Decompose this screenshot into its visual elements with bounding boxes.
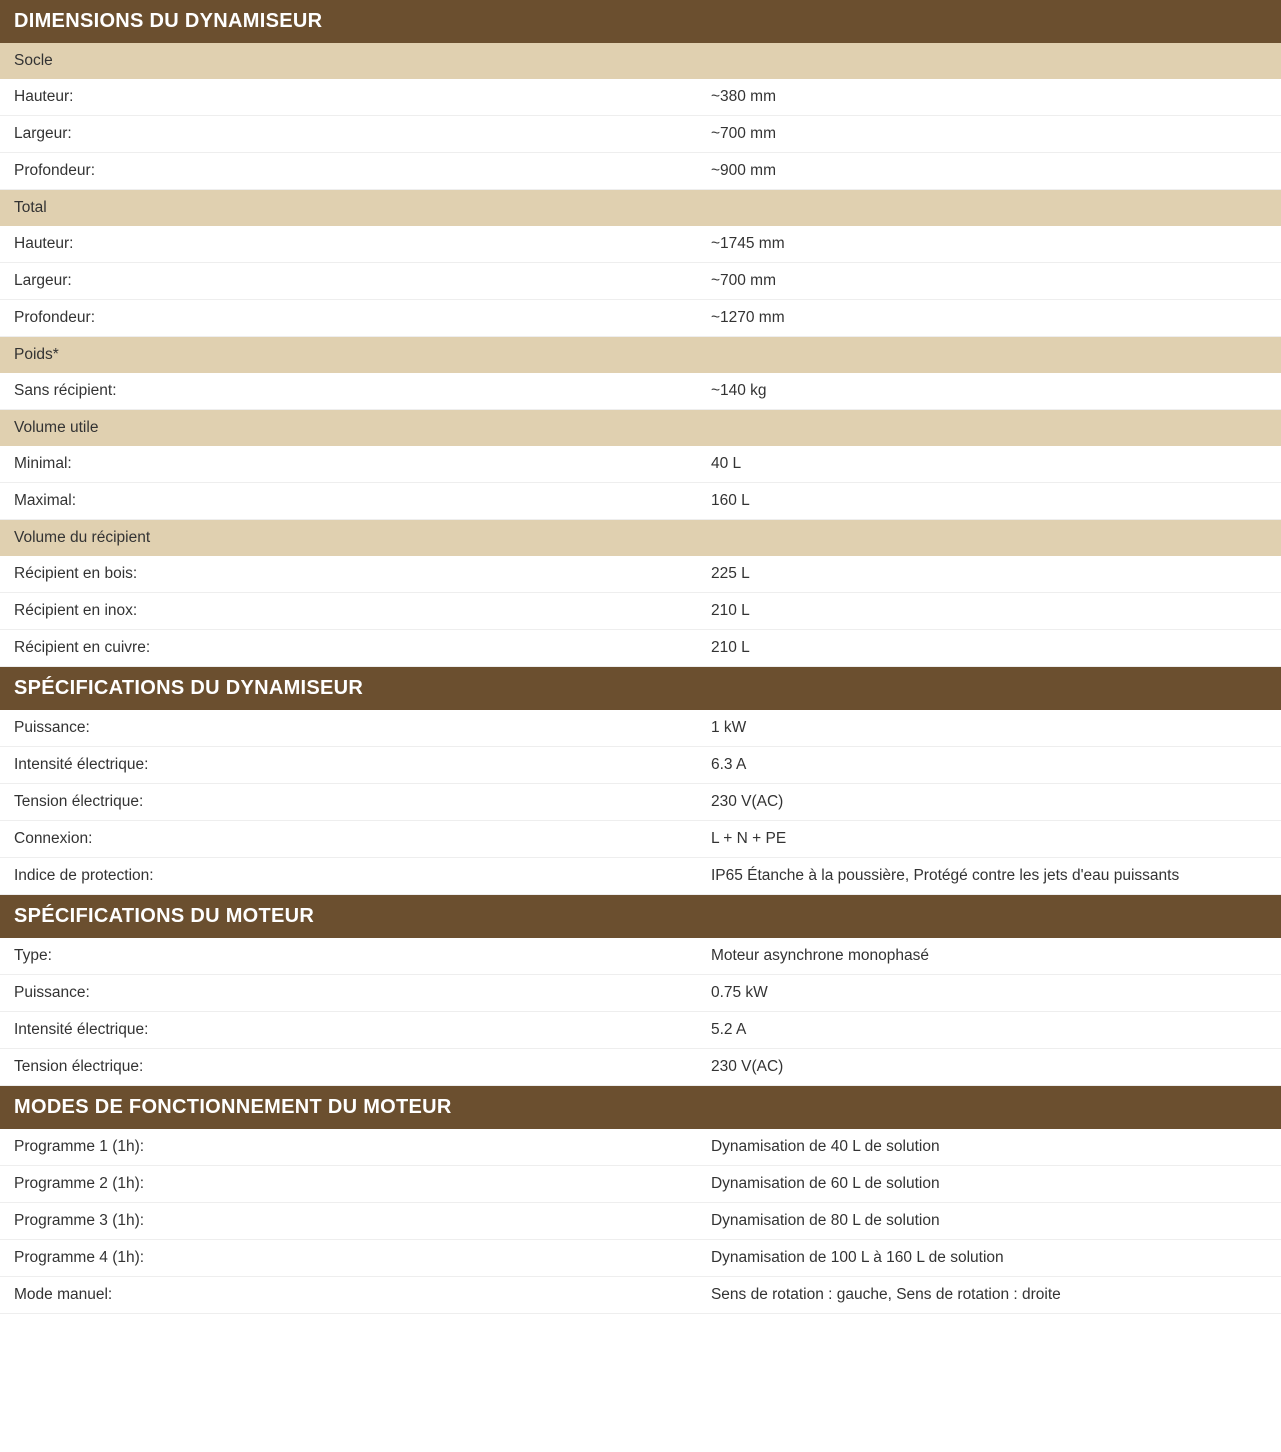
spec-label: Tension électrique: bbox=[0, 784, 711, 820]
spec-label: Largeur: bbox=[0, 263, 711, 299]
spec-label: Tension électrique: bbox=[0, 1049, 711, 1085]
spec-label: Mode manuel: bbox=[0, 1277, 711, 1313]
table-row: Profondeur: ~900 mm bbox=[0, 153, 1281, 190]
spec-value: ~700 mm bbox=[711, 116, 1281, 152]
spec-label: Sans récipient: bbox=[0, 373, 711, 409]
spec-value: 6.3 A bbox=[711, 747, 1281, 783]
spec-value: L + N + PE bbox=[711, 821, 1281, 857]
spec-value: Dynamisation de 80 L de solution bbox=[711, 1203, 1281, 1239]
spec-label: Programme 3 (1h): bbox=[0, 1203, 711, 1239]
spec-label: Largeur: bbox=[0, 116, 711, 152]
spec-label: Puissance: bbox=[0, 710, 711, 746]
spec-label: Hauteur: bbox=[0, 226, 711, 262]
spec-value: IP65 Étanche à la poussière, Protégé con… bbox=[711, 858, 1281, 894]
table-row: Largeur: ~700 mm bbox=[0, 116, 1281, 153]
table-row: Programme 4 (1h): Dynamisation de 100 L … bbox=[0, 1240, 1281, 1277]
spec-label: Minimal: bbox=[0, 446, 711, 482]
spec-value: ~1270 mm bbox=[711, 300, 1281, 336]
spec-label: Puissance: bbox=[0, 975, 711, 1011]
table-row: Puissance: 0.75 kW bbox=[0, 975, 1281, 1012]
spec-value: 210 L bbox=[711, 630, 1281, 666]
table-row: Récipient en bois: 225 L bbox=[0, 556, 1281, 593]
table-row: Maximal: 160 L bbox=[0, 483, 1281, 520]
table-row: Type: Moteur asynchrone monophasé bbox=[0, 938, 1281, 975]
sub-header-poids: Poids* bbox=[0, 337, 1281, 373]
spec-label: Hauteur: bbox=[0, 79, 711, 115]
sub-header-socle: Socle bbox=[0, 43, 1281, 79]
spec-label: Type: bbox=[0, 938, 711, 974]
table-row: Sans récipient: ~140 kg bbox=[0, 373, 1281, 410]
table-row: Puissance: 1 kW bbox=[0, 710, 1281, 747]
spec-label: Indice de protection: bbox=[0, 858, 711, 894]
table-row: Hauteur: ~1745 mm bbox=[0, 226, 1281, 263]
table-row: Récipient en cuivre: 210 L bbox=[0, 630, 1281, 667]
spec-value: Moteur asynchrone monophasé bbox=[711, 938, 1281, 974]
spec-value: 225 L bbox=[711, 556, 1281, 592]
spec-value: 160 L bbox=[711, 483, 1281, 519]
spec-value: 210 L bbox=[711, 593, 1281, 629]
spec-value: 5.2 A bbox=[711, 1012, 1281, 1048]
spec-value: 1 kW bbox=[711, 710, 1281, 746]
spec-value: ~700 mm bbox=[711, 263, 1281, 299]
table-row: Intensité électrique: 6.3 A bbox=[0, 747, 1281, 784]
table-row: Tension électrique: 230 V(AC) bbox=[0, 784, 1281, 821]
sub-header-volume-utile: Volume utile bbox=[0, 410, 1281, 446]
spec-value: 0.75 kW bbox=[711, 975, 1281, 1011]
spec-value: Sens de rotation : gauche, Sens de rotat… bbox=[711, 1277, 1281, 1313]
spec-value: Dynamisation de 60 L de solution bbox=[711, 1166, 1281, 1202]
spec-label: Programme 1 (1h): bbox=[0, 1129, 711, 1165]
table-row: Programme 3 (1h): Dynamisation de 80 L d… bbox=[0, 1203, 1281, 1240]
spec-value: 230 V(AC) bbox=[711, 784, 1281, 820]
table-row: Récipient en inox: 210 L bbox=[0, 593, 1281, 630]
spec-label: Récipient en bois: bbox=[0, 556, 711, 592]
sub-header-volume-recipient: Volume du récipient bbox=[0, 520, 1281, 556]
spec-label: Récipient en cuivre: bbox=[0, 630, 711, 666]
spec-label: Profondeur: bbox=[0, 153, 711, 189]
table-row: Hauteur: ~380 mm bbox=[0, 79, 1281, 116]
section-header-specs-moteur: SPÉCIFICATIONS DU MOTEUR bbox=[0, 895, 1281, 938]
section-header-modes: MODES DE FONCTIONNEMENT DU MOTEUR bbox=[0, 1086, 1281, 1129]
table-row: Largeur: ~700 mm bbox=[0, 263, 1281, 300]
table-row: Programme 1 (1h): Dynamisation de 40 L d… bbox=[0, 1129, 1281, 1166]
table-row: Intensité électrique: 5.2 A bbox=[0, 1012, 1281, 1049]
section-header-specs-dynamiseur: SPÉCIFICATIONS DU DYNAMISEUR bbox=[0, 667, 1281, 710]
spec-value: ~140 kg bbox=[711, 373, 1281, 409]
spec-value: ~380 mm bbox=[711, 79, 1281, 115]
table-row: Profondeur: ~1270 mm bbox=[0, 300, 1281, 337]
table-row: Minimal: 40 L bbox=[0, 446, 1281, 483]
spec-label: Maximal: bbox=[0, 483, 711, 519]
spec-value: 230 V(AC) bbox=[711, 1049, 1281, 1085]
spec-label: Connexion: bbox=[0, 821, 711, 857]
table-row: Tension électrique: 230 V(AC) bbox=[0, 1049, 1281, 1086]
table-row: Mode manuel: Sens de rotation : gauche, … bbox=[0, 1277, 1281, 1314]
spec-value: ~1745 mm bbox=[711, 226, 1281, 262]
spec-value: Dynamisation de 100 L à 160 L de solutio… bbox=[711, 1240, 1281, 1276]
table-row: Programme 2 (1h): Dynamisation de 60 L d… bbox=[0, 1166, 1281, 1203]
spec-label: Profondeur: bbox=[0, 300, 711, 336]
spec-value: 40 L bbox=[711, 446, 1281, 482]
spec-label: Programme 2 (1h): bbox=[0, 1166, 711, 1202]
spec-label: Récipient en inox: bbox=[0, 593, 711, 629]
spec-label: Intensité électrique: bbox=[0, 747, 711, 783]
spec-label: Intensité électrique: bbox=[0, 1012, 711, 1048]
table-row: Indice de protection: IP65 Étanche à la … bbox=[0, 858, 1281, 895]
sub-header-total: Total bbox=[0, 190, 1281, 226]
spec-label: Programme 4 (1h): bbox=[0, 1240, 711, 1276]
spec-value: Dynamisation de 40 L de solution bbox=[711, 1129, 1281, 1165]
table-row: Connexion: L + N + PE bbox=[0, 821, 1281, 858]
section-header-dimensions: DIMENSIONS DU DYNAMISEUR bbox=[0, 0, 1281, 43]
spec-value: ~900 mm bbox=[711, 153, 1281, 189]
